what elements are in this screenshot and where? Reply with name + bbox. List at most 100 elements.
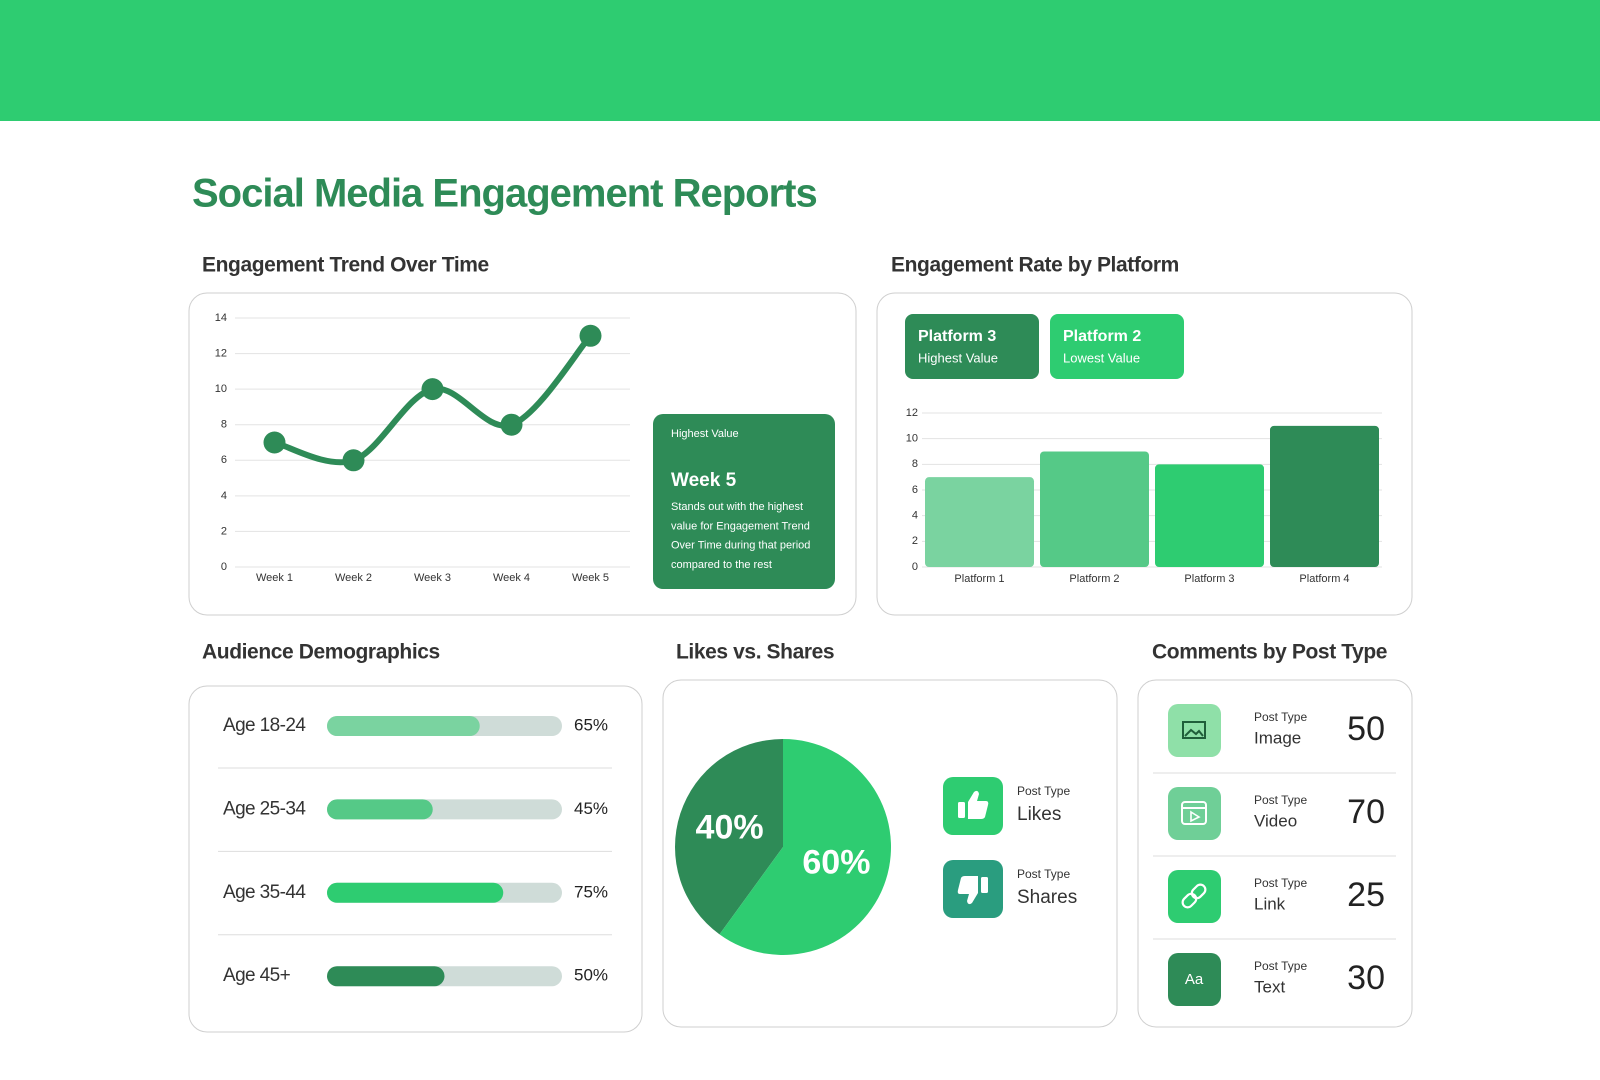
pie-slice xyxy=(675,739,783,935)
callout-text: Stands out with the highest value for Eng… xyxy=(671,501,810,571)
y-tick-label: 12 xyxy=(906,407,918,419)
item-name: Video xyxy=(1254,811,1297,830)
item-value: 70 xyxy=(1347,793,1385,831)
thumb-icon xyxy=(958,790,989,819)
y-tick-label: 8 xyxy=(912,458,918,470)
badge xyxy=(905,314,1039,379)
icon-text: Aa xyxy=(1185,971,1204,988)
y-tick-label: 8 xyxy=(221,419,227,431)
badge-title: Platform 3 xyxy=(918,328,996,345)
post-icon xyxy=(1168,953,1221,1006)
slice-label: 40% xyxy=(696,809,764,847)
x-tick-label: Platform 4 xyxy=(1299,573,1349,585)
y-tick-label: 14 xyxy=(215,312,227,324)
section-title: Audience Demographics xyxy=(202,641,440,664)
icon-frame xyxy=(1182,721,1206,739)
point xyxy=(263,431,286,454)
y-tick-label: 10 xyxy=(215,383,227,395)
x-tick-label: Week 3 xyxy=(414,572,451,584)
legend-label: Likes xyxy=(1017,804,1061,825)
callout-label: Highest Value xyxy=(671,428,739,440)
section-title: Likes vs. Shares xyxy=(676,641,834,664)
page-title: Social Media Engagement Reports xyxy=(192,172,817,216)
item-value: 50 xyxy=(1347,710,1385,748)
card xyxy=(1137,679,1413,1028)
legend-label: Shares xyxy=(1017,887,1077,908)
post-icon xyxy=(1168,704,1221,757)
y-tick-label: 2 xyxy=(221,525,227,537)
link-part xyxy=(1181,892,1198,909)
badge xyxy=(1050,314,1184,379)
bar xyxy=(1270,425,1379,567)
row-label: Age 25-34 xyxy=(223,798,306,819)
bar xyxy=(1155,464,1264,567)
badge-subtitle: Lowest Value xyxy=(1063,350,1140,365)
x-tick-label: Week 5 xyxy=(572,572,609,584)
y-tick-label: 6 xyxy=(221,454,227,466)
progress-bar xyxy=(327,799,433,820)
progress-bar xyxy=(327,716,480,736)
item-value: 30 xyxy=(1347,959,1385,997)
icon-play xyxy=(1190,810,1201,823)
bar xyxy=(925,477,1034,567)
x-tick-label: Week 2 xyxy=(335,572,372,584)
value-label: 45% xyxy=(574,799,608,818)
thumb-hand xyxy=(957,876,978,905)
y-tick-label: 4 xyxy=(221,490,227,502)
section-title: Engagement Rate by Platform xyxy=(891,254,1179,277)
item-value: 25 xyxy=(1347,876,1385,914)
link-part xyxy=(1190,883,1207,900)
text-line: compared to the rest xyxy=(671,559,772,571)
x-tick-label: Platform 1 xyxy=(954,573,1004,585)
section-title: Comments by Post Type xyxy=(1152,641,1387,664)
text-line: Over Time during that period xyxy=(671,539,810,551)
callout xyxy=(653,414,835,589)
value-label: 65% xyxy=(574,715,608,734)
row-label: Age 45+ xyxy=(223,965,291,986)
card xyxy=(188,685,643,1033)
text-line: value for Engagement Trend xyxy=(671,520,810,532)
callout-title: Week 5 xyxy=(671,470,737,491)
item-name: Text xyxy=(1254,977,1285,996)
value-label: 75% xyxy=(574,882,608,901)
bar xyxy=(1040,451,1149,567)
point xyxy=(342,449,365,472)
thumb-hand xyxy=(968,790,989,819)
item-caption: Post Type xyxy=(1254,959,1307,973)
header-band xyxy=(0,0,1600,121)
section-title: Engagement Trend Over Time xyxy=(202,254,489,277)
badge-subtitle: Highest Value xyxy=(918,350,998,365)
row-label: Age 18-24 xyxy=(223,715,306,736)
item-caption: Post Type xyxy=(1254,793,1307,807)
y-tick-label: 4 xyxy=(912,510,918,522)
thumb-cuff xyxy=(958,802,965,818)
thumb-cuff xyxy=(981,877,988,893)
x-tick-label: Platform 3 xyxy=(1184,573,1234,585)
legend-caption: Post Type xyxy=(1017,784,1070,798)
progress-bar xyxy=(327,966,445,987)
item-caption: Post Type xyxy=(1254,876,1307,890)
thumb-icon xyxy=(957,876,988,905)
point xyxy=(579,324,602,347)
item-name: Image xyxy=(1254,728,1301,747)
x-tick-label: Platform 2 xyxy=(1069,573,1119,585)
y-tick-label: 2 xyxy=(912,535,918,547)
point xyxy=(500,413,523,436)
badge-title: Platform 2 xyxy=(1063,328,1141,345)
slice-label: 60% xyxy=(802,843,870,881)
text-line: Stands out with the highest xyxy=(671,501,803,513)
y-tick-label: 0 xyxy=(221,561,227,573)
x-tick-label: Week 1 xyxy=(256,572,293,584)
point xyxy=(421,378,444,401)
icon-mountain xyxy=(1184,728,1204,737)
icon-link xyxy=(1181,883,1207,909)
progress-bar xyxy=(327,882,504,903)
item-caption: Post Type xyxy=(1254,710,1307,724)
pie-slice xyxy=(719,739,892,956)
value-label: 50% xyxy=(574,966,608,985)
item-name: Link xyxy=(1254,894,1286,913)
y-tick-label: 0 xyxy=(912,561,918,573)
y-tick-label: 6 xyxy=(912,484,918,496)
